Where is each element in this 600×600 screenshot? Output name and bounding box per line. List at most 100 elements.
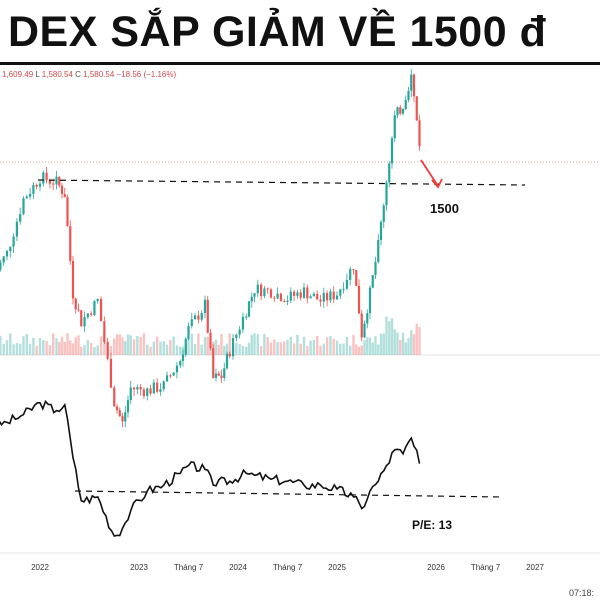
volume-bar — [360, 345, 363, 355]
candle-body — [136, 387, 139, 390]
candle-body — [235, 334, 238, 339]
candle-body — [342, 288, 345, 290]
candle-body — [52, 183, 55, 185]
candle-body — [404, 100, 407, 109]
candle-body — [253, 293, 256, 297]
candlesticks — [0, 69, 421, 428]
volume-bar — [93, 346, 96, 355]
volume-bar — [152, 341, 156, 355]
volume-bar — [371, 342, 374, 355]
ohlc-open-value: 1,609.49 — [2, 70, 34, 79]
candle-body — [80, 310, 83, 327]
candle-body — [279, 293, 282, 301]
volume-bar — [390, 318, 394, 355]
candle-body — [93, 301, 96, 315]
candle-body — [238, 329, 241, 335]
candle-body — [121, 416, 124, 422]
candle-body — [349, 269, 352, 280]
volume-bar — [38, 337, 42, 355]
time-axis-label: Tháng 7 — [273, 563, 303, 572]
volume-bar — [309, 340, 312, 355]
volume-bar — [142, 333, 146, 355]
volume-bar — [335, 340, 339, 355]
candle-body — [231, 338, 235, 357]
volume-bar — [52, 333, 55, 355]
candle-body — [109, 358, 113, 388]
volume-bar — [355, 344, 358, 355]
volume-bar — [66, 333, 69, 355]
volume-bar — [55, 338, 58, 355]
candle-body — [187, 325, 190, 339]
page-title: DEX SẮP GIẢM VỀ 1500 đ — [8, 8, 547, 56]
ohlc-close-label: C — [75, 70, 81, 79]
candle-body — [379, 221, 383, 241]
candle-body — [209, 332, 212, 349]
volume-bar — [312, 340, 316, 355]
volume-bar — [332, 338, 335, 355]
candle-body — [15, 221, 18, 237]
candle-body — [22, 198, 25, 215]
candle-body — [401, 108, 405, 114]
candle-body — [139, 387, 142, 390]
candle-body — [86, 313, 89, 318]
volume-bar — [269, 342, 273, 355]
volume-bar — [89, 342, 93, 355]
volume-bar — [165, 344, 169, 355]
candle-body — [225, 353, 229, 369]
volume-bar — [32, 337, 35, 355]
candle-body — [9, 246, 12, 252]
candle-body — [169, 375, 172, 377]
volume-bar — [342, 343, 345, 355]
volume-bar — [339, 343, 342, 355]
candle-body — [63, 194, 66, 198]
volume-bar — [388, 321, 391, 355]
volume-bar — [238, 343, 241, 355]
volume-bar — [159, 341, 162, 355]
candle-body — [132, 387, 136, 390]
candle-body — [156, 382, 159, 392]
candle-body — [245, 316, 248, 318]
title-bar: DEX SẮP GIẢM VỀ 1500 đ — [0, 0, 600, 65]
time-axis-label: 2022 — [31, 563, 49, 572]
candle-body — [247, 301, 251, 317]
volume-bar — [325, 337, 329, 355]
volume-bar — [399, 339, 402, 355]
volume-bar — [289, 336, 292, 355]
volume-bar — [382, 333, 385, 355]
volume-bar — [175, 345, 179, 355]
volume-bar — [299, 343, 302, 355]
volume-bar — [146, 344, 149, 355]
volume-bar — [352, 334, 355, 355]
candle-body — [175, 365, 179, 373]
volume-bar — [377, 344, 380, 355]
volume-bar — [357, 346, 361, 355]
candle-body — [374, 261, 377, 276]
volume-bar — [345, 336, 349, 355]
candle-body — [103, 321, 106, 342]
candle-body — [371, 275, 374, 288]
volume-bar — [162, 341, 165, 355]
volume-bar — [113, 338, 116, 355]
candle-body — [377, 240, 380, 262]
candle-body — [302, 287, 306, 298]
clock-readout: 07:18: — [568, 588, 594, 598]
candle-body — [181, 354, 185, 361]
volume-bar — [136, 336, 139, 355]
target-label: 1500 — [430, 201, 459, 216]
candle-body — [256, 284, 259, 294]
volume-bar — [407, 338, 410, 355]
candle-body — [129, 387, 132, 400]
volume-bar — [393, 329, 396, 355]
candle-body — [345, 279, 348, 289]
ohlc-close-value: 1,580.54 — [83, 70, 115, 79]
volume-bar — [412, 334, 416, 355]
candle-body — [223, 368, 226, 378]
volume-bar — [115, 334, 119, 355]
volume-bar — [396, 332, 399, 355]
volume-bar — [401, 332, 405, 355]
candle-body — [276, 293, 279, 299]
candle-body — [19, 214, 22, 222]
volume-bar — [58, 341, 61, 355]
volume-bar — [15, 343, 19, 355]
